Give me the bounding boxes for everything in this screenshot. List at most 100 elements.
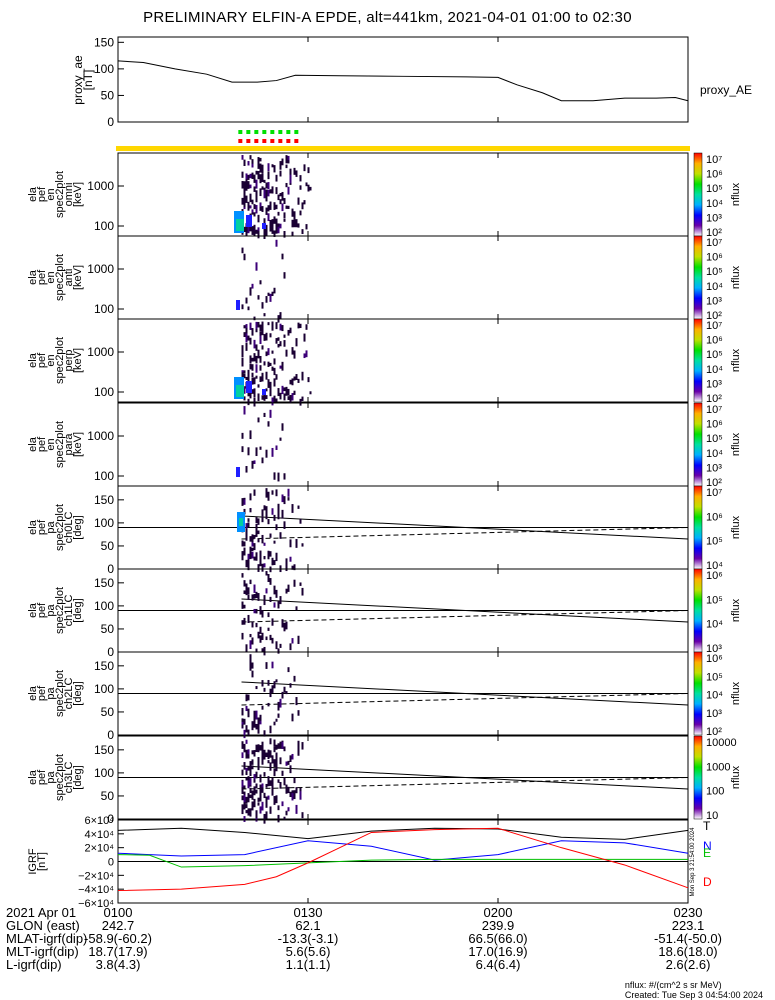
colorbar-4 [693, 402, 703, 487]
energy-ylabel: spec2plot [54, 254, 66, 301]
orbit-info-row: 2021 Apr 01 0100 0130 0200 0230 [6, 906, 766, 919]
orbit-info-label: L-igrf(dip) [6, 957, 62, 972]
colorbar-3 [693, 318, 703, 403]
energy-ytick-label: 100 [94, 219, 114, 233]
colorbar-tick: 10³ [706, 708, 722, 720]
colorbar-tick: 10⁷ [706, 154, 722, 166]
igrf-E-line [117, 854, 688, 868]
ae-legend: proxy_AE [700, 83, 752, 97]
orbit-info-row: GLON (east) 242.7 62.1 239.9 223.1 [6, 919, 766, 932]
orbit-info-value: 242.7 [101, 918, 135, 933]
colorbar-5 [693, 485, 703, 570]
pitch-ylabel: ela [27, 685, 39, 701]
pitch-ytick-label: 100 [94, 516, 114, 530]
orbit-info-value: 0130 [293, 905, 323, 920]
pitch-ytick-label: 50 [101, 705, 115, 719]
orbit-info-row: MLAT-igrf(dip) -58.9(-60.2) -13.3(-3.1) 66.… [6, 932, 766, 945]
igrf-legend-E: E [703, 846, 711, 860]
energy-spectrogram-1 [234, 155, 312, 239]
energy-ytick-label: 100 [94, 302, 114, 316]
energy-ytick-label: 100 [94, 385, 114, 399]
loss-cone-solid-line [241, 515, 689, 540]
proxy-ae-line [117, 60, 689, 102]
loss-cone-dashed-line [241, 777, 689, 790]
pitch-ylabel: pef [36, 685, 48, 701]
energy-ylabel: en [45, 438, 57, 450]
pitch-spectrogram-3 [241, 654, 300, 739]
pitch-ytick-label: 50 [101, 539, 115, 553]
colorbar-tick: 10⁵ [706, 266, 723, 278]
orbit-info-value: 0100 [103, 905, 133, 920]
pitch-ytick-label: 100 [94, 682, 114, 696]
colorbar-tick: 10⁵ [706, 433, 723, 445]
colorbar-2 [693, 235, 703, 320]
pitch-ytick-label: 150 [94, 576, 114, 590]
igrf-ytick-label: 4×10⁴ [84, 829, 114, 841]
energy-ytick-label: 1000 [87, 262, 114, 276]
energy-ylabel: ela [27, 352, 39, 368]
energy-ytick-label: 100 [94, 469, 114, 483]
igrf-ylabel: [nT] [36, 852, 48, 871]
loss-cone-dashed-line [241, 693, 689, 706]
orbit-info-value: 18.7(17.9) [88, 944, 148, 959]
footer: nflux: #/(cm^2 s sr MeV) Created: Tue Se… [625, 980, 763, 1000]
colorbar-8 [693, 735, 703, 820]
status-green-mark [262, 130, 267, 134]
pitch-ylabel: ela [27, 519, 39, 535]
colorbar-label: nflux [730, 182, 742, 206]
ae-ytick-label: 150 [94, 35, 114, 49]
colorbar-tick: 10³ [706, 462, 722, 474]
pitch-ytick-label: 150 [94, 743, 114, 757]
pitch-ytick-label: 50 [101, 622, 115, 636]
colorbar-tick: 10⁷ [706, 320, 722, 332]
colorbar-tick: 10⁴ [706, 448, 723, 460]
energy-ylabel: anti [63, 269, 75, 287]
pitch-ytick-label: 0 [107, 645, 114, 659]
energy-ylabel: para [63, 433, 75, 456]
ae-ytick-label: 100 [94, 62, 114, 76]
colorbar-tick: 10⁴ [706, 690, 723, 702]
colorbar-label: nflux [730, 681, 742, 705]
colorbar-tick: 10⁴ [706, 619, 723, 631]
colorbar-tick: 10⁵ [706, 594, 723, 606]
energy-ytick-label: 1000 [87, 429, 114, 443]
pitch-ytick-label: 0 [107, 728, 114, 742]
pitch-ytick-label: 150 [94, 659, 114, 673]
colorbar-tick: 10⁴ [706, 560, 723, 572]
energy-ylabel: spec2plot [54, 171, 66, 218]
status-red-mark [270, 139, 275, 143]
status-yellow-bar [116, 146, 690, 151]
status-green-mark [238, 130, 243, 134]
ae-ylabel: [nT] [81, 70, 95, 91]
status-red-mark [254, 139, 259, 143]
status-green-mark [254, 130, 259, 134]
pitch-ylabel: pef [36, 519, 48, 535]
igrf-legend-T: T [703, 819, 711, 833]
colorbar-tick: 10⁶ [706, 570, 723, 582]
orbit-info-value: 3.8(4.3) [95, 957, 141, 972]
pitch-ytick-label: 100 [94, 766, 114, 780]
colorbar-tick: 10² [706, 227, 722, 239]
energy-panel-3 [117, 318, 689, 403]
orbit-info-row: MLT-igrf(dip) 18.7(17.9) 5.6(5.6) 17.0(16.9… [6, 945, 766, 958]
colorbar-label: nflux [730, 265, 742, 289]
orbit-info-label: GLON (east) [6, 918, 80, 933]
colorbar-tick: 10³ [706, 643, 722, 655]
pitch-ylabel: pef [36, 769, 48, 785]
pitch-ylabel: spec2plot [54, 504, 66, 551]
energy-ylabel: [keV] [72, 348, 84, 373]
ae-ylabel: proxy_ae [71, 55, 85, 105]
ae-ytick-label: 0 [107, 115, 114, 129]
colorbar-tick: 100 [706, 786, 724, 798]
energy-ylabel: [keV] [72, 265, 84, 290]
energy-ylabel: pef [36, 269, 48, 285]
orbit-info-value: -58.9(-60.2) [84, 931, 152, 946]
colorbar-tick: 10000 [706, 737, 737, 749]
igrf-ytick-label: −4×10⁴ [78, 884, 114, 896]
energy-ylabel: omni [63, 183, 75, 207]
footer-units: nflux: #/(cm^2 s sr MeV) [624, 980, 722, 990]
pitch-spectrogram-2 [241, 571, 304, 656]
energy-spectrogram-4 [236, 406, 286, 482]
loss-cone-solid-line [241, 598, 689, 623]
igrf-ytick-label: −2×10⁴ [78, 870, 114, 882]
